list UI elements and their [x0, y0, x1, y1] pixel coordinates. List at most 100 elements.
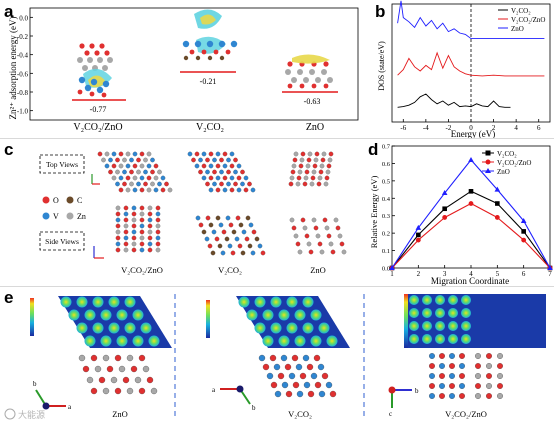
atom [314, 381, 322, 389]
atom [308, 249, 314, 255]
atom [153, 163, 159, 169]
atom [147, 229, 153, 235]
colorbar-zno [30, 298, 34, 336]
atom [258, 354, 266, 362]
atom [115, 235, 121, 241]
axis-label-v2co2-up: b [252, 404, 256, 412]
atom [131, 229, 137, 235]
charge-blob [294, 309, 306, 321]
atom [240, 250, 246, 256]
atom [205, 157, 210, 163]
panel-d-ytick-label: 0.1 [382, 248, 390, 255]
atom [146, 187, 152, 193]
atom [118, 163, 124, 169]
panel-d-xtick-label: 3 [443, 270, 447, 278]
atom [118, 365, 126, 373]
atom [132, 163, 138, 169]
atom [291, 354, 299, 362]
axis-indicator-v2co2: b a [212, 385, 256, 412]
atom [321, 372, 329, 380]
panel-b-series-0 [397, 93, 511, 108]
atom [325, 381, 333, 389]
atom [123, 223, 129, 229]
axis-label-v2co2-zno-side: b [415, 387, 419, 395]
axis-label-v2co2-side: a [212, 386, 216, 394]
atom [131, 247, 137, 253]
atom [449, 353, 455, 359]
panel-e-label-2: V₂CO₂ [288, 409, 312, 419]
atom [226, 157, 231, 163]
panel-e-label-3: V₂CO₂/ZnO [445, 409, 487, 419]
atom [208, 222, 214, 228]
atom [115, 241, 121, 247]
atom [104, 163, 110, 169]
atom [126, 387, 134, 395]
atom [198, 169, 203, 175]
atom [212, 169, 217, 175]
atom [250, 187, 256, 193]
panel-d-point [441, 190, 448, 196]
atom [210, 250, 216, 256]
atom [233, 169, 238, 175]
charge-blob [108, 296, 120, 308]
atom [122, 157, 127, 163]
panel-b-chart: DOS (state/eV) Energy (eV) V₂CO₂ V₂CO₂/Z… [377, 0, 551, 139]
atom [215, 187, 221, 193]
atom [139, 175, 145, 181]
panel-d-point [494, 186, 501, 192]
atom [475, 383, 481, 389]
charge-blob [278, 309, 290, 321]
atom [322, 217, 328, 223]
atom [132, 151, 138, 157]
charge-blob [116, 335, 128, 347]
atom [123, 241, 129, 247]
charge-blob [435, 321, 445, 331]
atom [328, 241, 334, 247]
atom [219, 181, 224, 187]
atom [307, 151, 313, 157]
atom [155, 211, 161, 217]
atom [291, 225, 297, 231]
panel-b-legend-2: V₂CO₂/ZnO [511, 16, 545, 24]
atom [240, 169, 245, 175]
panel-d-legend: V₂CO₂ V₂CO₂/ZnO ZnO [482, 150, 531, 176]
atom [449, 393, 455, 399]
panel-e-structures: b a ZnO b a V₂CO₂ b [4, 294, 546, 420]
atom [293, 151, 299, 157]
atom [305, 163, 311, 169]
atom [449, 383, 455, 389]
charge-blob [310, 335, 322, 347]
charge-blob [68, 309, 80, 321]
panel-d-point [521, 237, 527, 243]
atom [157, 181, 162, 187]
charge-blob [246, 309, 258, 321]
structure-top-v2co2-zno [97, 151, 173, 193]
panel-letter-a: a [4, 2, 14, 21]
atom [221, 229, 227, 235]
atom [139, 163, 145, 169]
atom [497, 353, 503, 359]
atom [230, 250, 236, 256]
atom [146, 376, 154, 384]
atom [129, 169, 134, 175]
atom [125, 163, 131, 169]
atom [115, 229, 121, 235]
atom [143, 181, 148, 187]
panel-a-ytick-label: -0.4 [17, 52, 29, 60]
structure-v2co2 [180, 9, 238, 73]
atom [248, 222, 254, 228]
atom [285, 390, 293, 398]
atom [111, 175, 117, 181]
atom [139, 205, 145, 211]
atom [300, 217, 306, 223]
atom [288, 372, 296, 380]
charge-blob [448, 308, 458, 318]
panel-c-label-1: V₂CO₂/ZnO [121, 265, 163, 275]
panel-d-point [495, 201, 500, 206]
atom [290, 169, 296, 175]
atom [132, 175, 138, 181]
atom [229, 151, 235, 157]
atom [295, 241, 301, 247]
atom [194, 163, 200, 169]
atom [150, 181, 155, 187]
